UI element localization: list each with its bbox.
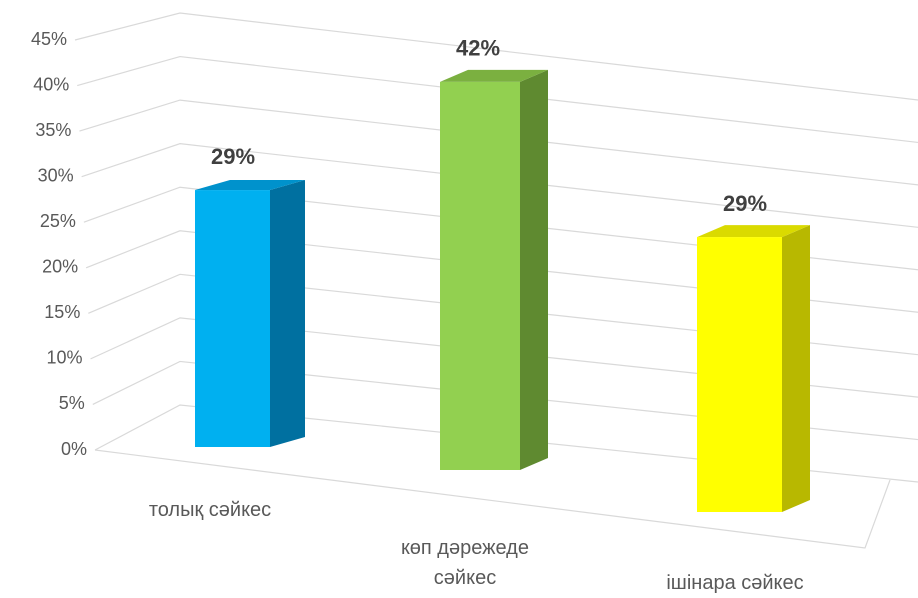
grid-line xyxy=(92,360,918,441)
grid-line xyxy=(74,12,918,101)
value-label: 29% xyxy=(723,191,767,216)
bar-front xyxy=(697,237,782,512)
y-tick-label: 20% xyxy=(42,257,78,277)
grid-line xyxy=(79,99,918,186)
bar-front xyxy=(440,81,520,471)
bar-top xyxy=(440,69,548,82)
grid-line xyxy=(85,230,918,313)
bar-front xyxy=(195,190,270,447)
grid-line xyxy=(90,317,918,398)
y-tick-label: 15% xyxy=(44,302,80,322)
bar-side xyxy=(782,225,810,512)
x-tick-label: көп дәрежеде сәйкес xyxy=(401,537,529,589)
floor-edge xyxy=(94,449,891,549)
y-tick-label: 10% xyxy=(47,348,83,368)
bar-top xyxy=(195,180,305,191)
bar xyxy=(440,69,548,471)
x-tick-label: ішінара сәйкес xyxy=(666,572,804,594)
y-tick-label: 5% xyxy=(59,393,85,413)
y-tick-label: 25% xyxy=(40,211,76,231)
bar-side xyxy=(270,180,305,447)
y-tick-label: 35% xyxy=(35,120,71,140)
value-label: 42% xyxy=(456,36,500,61)
y-tick-label: 0% xyxy=(61,439,87,459)
y-tick-label: 45% xyxy=(31,29,67,49)
y-tick-label: 30% xyxy=(38,165,74,185)
grid-line xyxy=(81,143,918,228)
bar xyxy=(195,180,305,447)
value-label: 29% xyxy=(211,144,255,169)
grid-line xyxy=(88,273,918,356)
grid-line xyxy=(83,186,918,271)
grid-line xyxy=(94,404,918,483)
bar-top xyxy=(697,225,810,238)
grid-line xyxy=(77,55,918,144)
x-tick-label: толық сәйкес xyxy=(148,499,272,521)
bar-side xyxy=(520,69,548,471)
y-tick-label: 40% xyxy=(33,74,69,94)
bar xyxy=(697,225,810,512)
